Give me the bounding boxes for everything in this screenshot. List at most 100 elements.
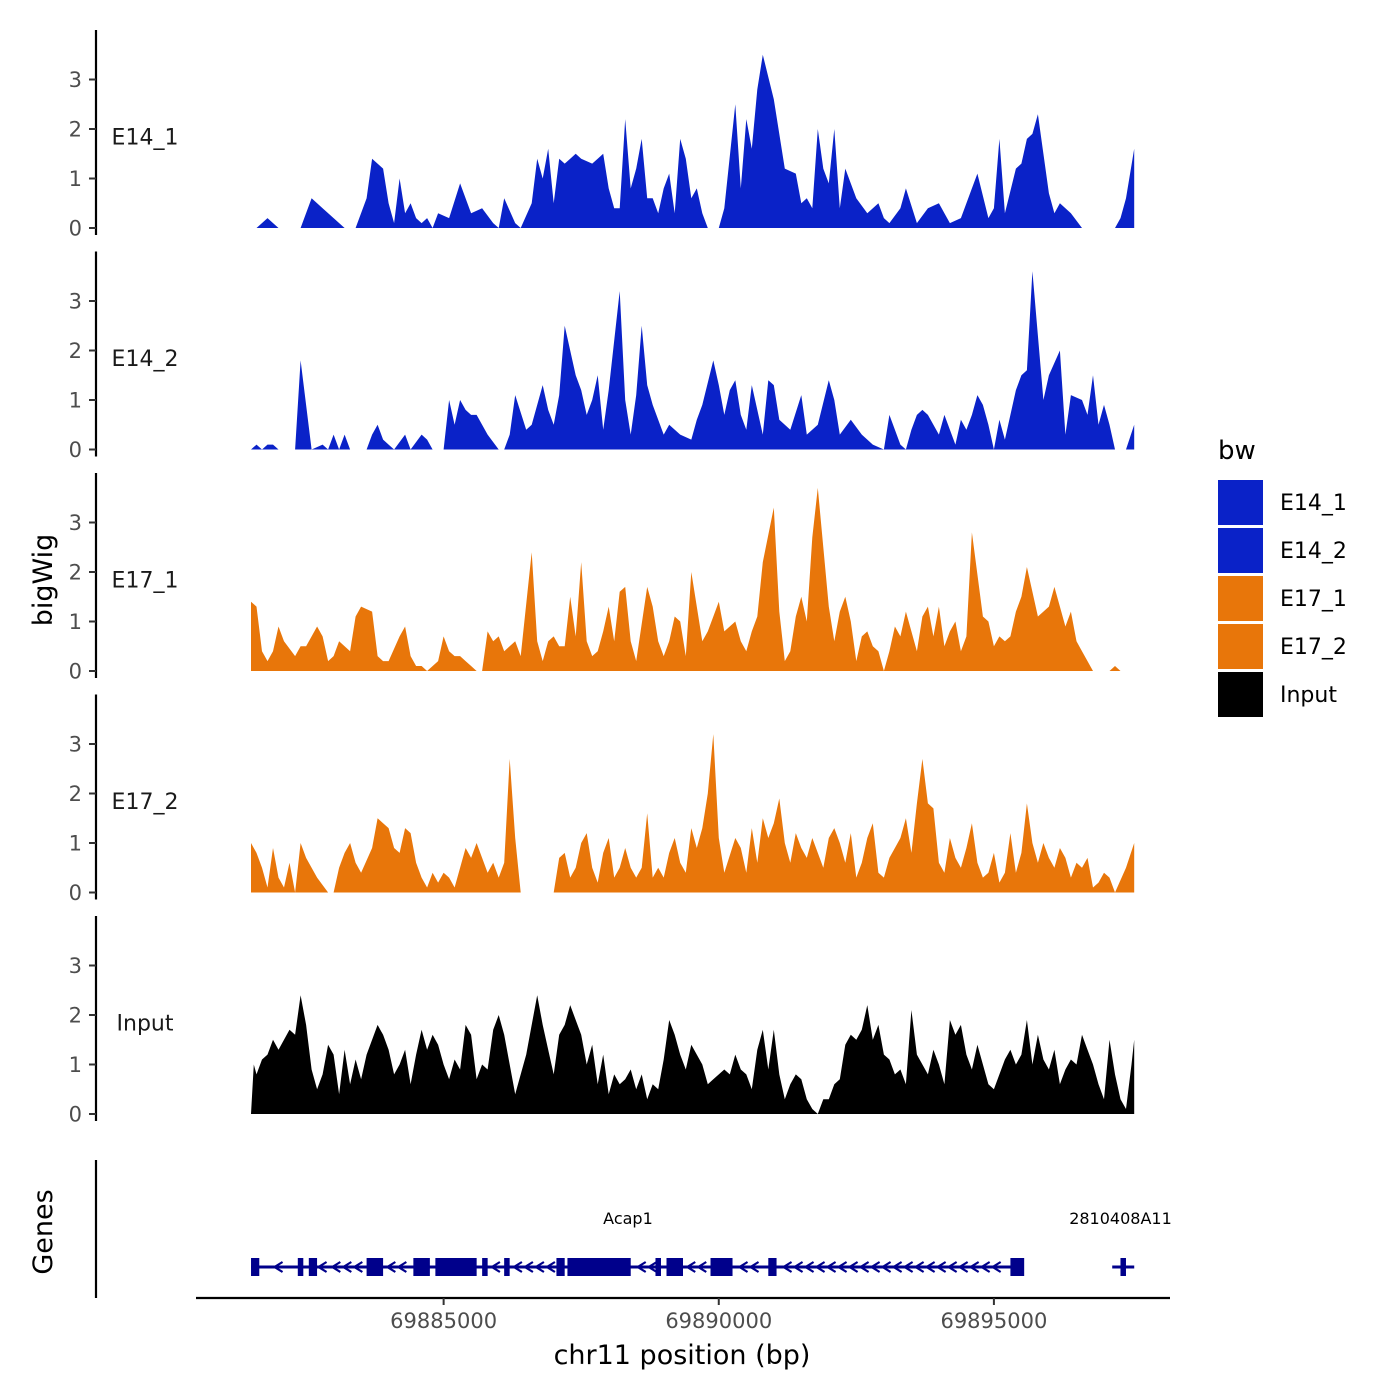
track-panel-E17_2: 0 1 2 3 E17_2 bbox=[69, 694, 1135, 905]
strand-arrow bbox=[385, 1261, 396, 1273]
strand-arrow bbox=[646, 1261, 658, 1273]
strand-arrow bbox=[913, 1261, 925, 1273]
x-axis: 69885000 69890000 69895000 bbox=[196, 1296, 1170, 1333]
strand-arrow bbox=[990, 1261, 1002, 1273]
y-tick-label: 0 bbox=[69, 1103, 82, 1127]
legend-label-Input: Input bbox=[1280, 683, 1337, 708]
legend-label-E17_1: E17_1 bbox=[1280, 587, 1347, 612]
signal-area-E14_2 bbox=[251, 271, 1135, 450]
strand-arrow bbox=[957, 1261, 969, 1273]
gene-exon bbox=[366, 1258, 384, 1276]
legend-swatch-E14_1 bbox=[1218, 480, 1263, 525]
strand-arrow bbox=[836, 1261, 848, 1273]
strand-arrow bbox=[341, 1261, 352, 1273]
strand-arrow bbox=[533, 1261, 545, 1273]
x-tick-label: 69895000 bbox=[940, 1309, 1047, 1333]
tracks-layer: 0 1 2 3 E14_1 0 1 2 3 E14_2 0 1 2 3 E17_1 0 1 2 3 E17_2 0 1 2 3… bbox=[69, 30, 1135, 1127]
gene-exon bbox=[655, 1258, 661, 1276]
strand-arrow bbox=[803, 1261, 815, 1273]
track-label-E14_1: E14_1 bbox=[112, 125, 179, 150]
legend-label-E14_2: E14_2 bbox=[1280, 539, 1347, 564]
y-tick-label: 2 bbox=[69, 782, 82, 806]
gene-exon bbox=[1120, 1258, 1126, 1276]
strand-arrow bbox=[946, 1261, 958, 1273]
track-panel-E17_1: 0 1 2 3 E17_1 bbox=[69, 473, 1135, 684]
strand-arrow bbox=[869, 1261, 881, 1273]
gene-exon bbox=[297, 1258, 304, 1276]
strand-arrow bbox=[748, 1261, 760, 1273]
x-tick-label: 69885000 bbox=[390, 1309, 497, 1333]
genes-axis-title: Genes bbox=[28, 1189, 59, 1274]
strand-arrow bbox=[696, 1261, 707, 1273]
y-tick-label: 2 bbox=[69, 561, 82, 585]
gene-exon bbox=[556, 1258, 565, 1276]
strand-arrow bbox=[635, 1261, 647, 1273]
gene-exon bbox=[504, 1258, 510, 1276]
y-tick-label: 3 bbox=[69, 290, 82, 314]
strand-arrow bbox=[880, 1261, 892, 1273]
legend-title: bw bbox=[1218, 436, 1256, 466]
strand-arrow bbox=[352, 1261, 363, 1273]
legend-swatch-E17_2 bbox=[1218, 624, 1263, 669]
y-tick-label: 1 bbox=[69, 389, 82, 413]
legend: bw E14_1 E14_2 E17_1 E17_2 Input bbox=[1218, 436, 1347, 717]
track-label-E17_1: E17_1 bbox=[112, 568, 179, 593]
strand-arrow bbox=[737, 1261, 749, 1273]
y-tick-label: 0 bbox=[69, 881, 82, 905]
strand-arrow bbox=[858, 1261, 870, 1273]
legend-swatch-Input bbox=[1218, 672, 1263, 717]
strand-arrow bbox=[979, 1261, 991, 1273]
legend-swatch-E17_1 bbox=[1218, 576, 1263, 621]
y-tick-label: 1 bbox=[69, 167, 82, 191]
gene-label: 2810408A11 bbox=[1069, 1209, 1172, 1228]
strand-arrow bbox=[935, 1261, 947, 1273]
y-tick-label: 3 bbox=[69, 733, 82, 757]
y-tick-label: 0 bbox=[69, 660, 82, 684]
track-label-E14_2: E14_2 bbox=[112, 347, 179, 372]
strand-arrow bbox=[825, 1261, 837, 1273]
y-tick-label: 3 bbox=[69, 511, 82, 535]
strand-arrow bbox=[522, 1261, 534, 1273]
gene-exon bbox=[768, 1258, 777, 1276]
legend-swatch-E14_2 bbox=[1218, 528, 1263, 573]
genes-layer: Acap1 2810408A11 bbox=[94, 1160, 1172, 1298]
strand-arrow bbox=[902, 1261, 914, 1273]
strand-arrow bbox=[330, 1261, 341, 1273]
y-tick-label: 3 bbox=[69, 68, 82, 92]
signal-area-Input bbox=[251, 995, 1135, 1114]
y-tick-label: 1 bbox=[69, 610, 82, 634]
track-panel-E14_2: 0 1 2 3 E14_2 bbox=[69, 251, 1135, 462]
gene-exon bbox=[435, 1258, 477, 1276]
strand-arrow bbox=[396, 1261, 407, 1273]
signal-area-E17_2 bbox=[251, 734, 1135, 893]
y-tick-label: 0 bbox=[69, 217, 82, 241]
strand-arrow bbox=[272, 1261, 284, 1273]
track-panel-E14_1: 0 1 2 3 E14_1 bbox=[69, 30, 1135, 241]
y-tick-label: 2 bbox=[69, 118, 82, 142]
strand-arrow bbox=[685, 1261, 696, 1273]
y-tick-label: 1 bbox=[69, 1053, 82, 1077]
gene-label: Acap1 bbox=[603, 1209, 653, 1228]
gene-exon bbox=[413, 1258, 430, 1276]
legend-label-E17_2: E17_2 bbox=[1280, 635, 1347, 660]
gene-exon bbox=[308, 1258, 318, 1276]
legend-label-E14_1: E14_1 bbox=[1280, 491, 1347, 516]
y-tick-label: 0 bbox=[69, 438, 82, 462]
signal-area-E17_1 bbox=[251, 487, 1135, 671]
gene-exon bbox=[1010, 1258, 1025, 1276]
y-axis-title: bigWig bbox=[28, 534, 59, 627]
strand-arrow bbox=[792, 1261, 804, 1273]
strand-arrow bbox=[968, 1261, 980, 1273]
strand-arrow bbox=[847, 1261, 859, 1273]
track-label-E17_2: E17_2 bbox=[112, 790, 179, 815]
gene-exon bbox=[251, 1258, 260, 1276]
signal-area-E14_1 bbox=[256, 54, 1135, 228]
x-axis-title: chr11 position (bp) bbox=[554, 1340, 811, 1371]
strand-arrow bbox=[924, 1261, 936, 1273]
gene-exon bbox=[666, 1258, 683, 1276]
gene-exon bbox=[567, 1258, 631, 1276]
strand-arrow bbox=[814, 1261, 826, 1273]
x-tick-label: 69890000 bbox=[665, 1309, 772, 1333]
y-tick-label: 3 bbox=[69, 954, 82, 978]
y-tick-label: 2 bbox=[69, 339, 82, 363]
